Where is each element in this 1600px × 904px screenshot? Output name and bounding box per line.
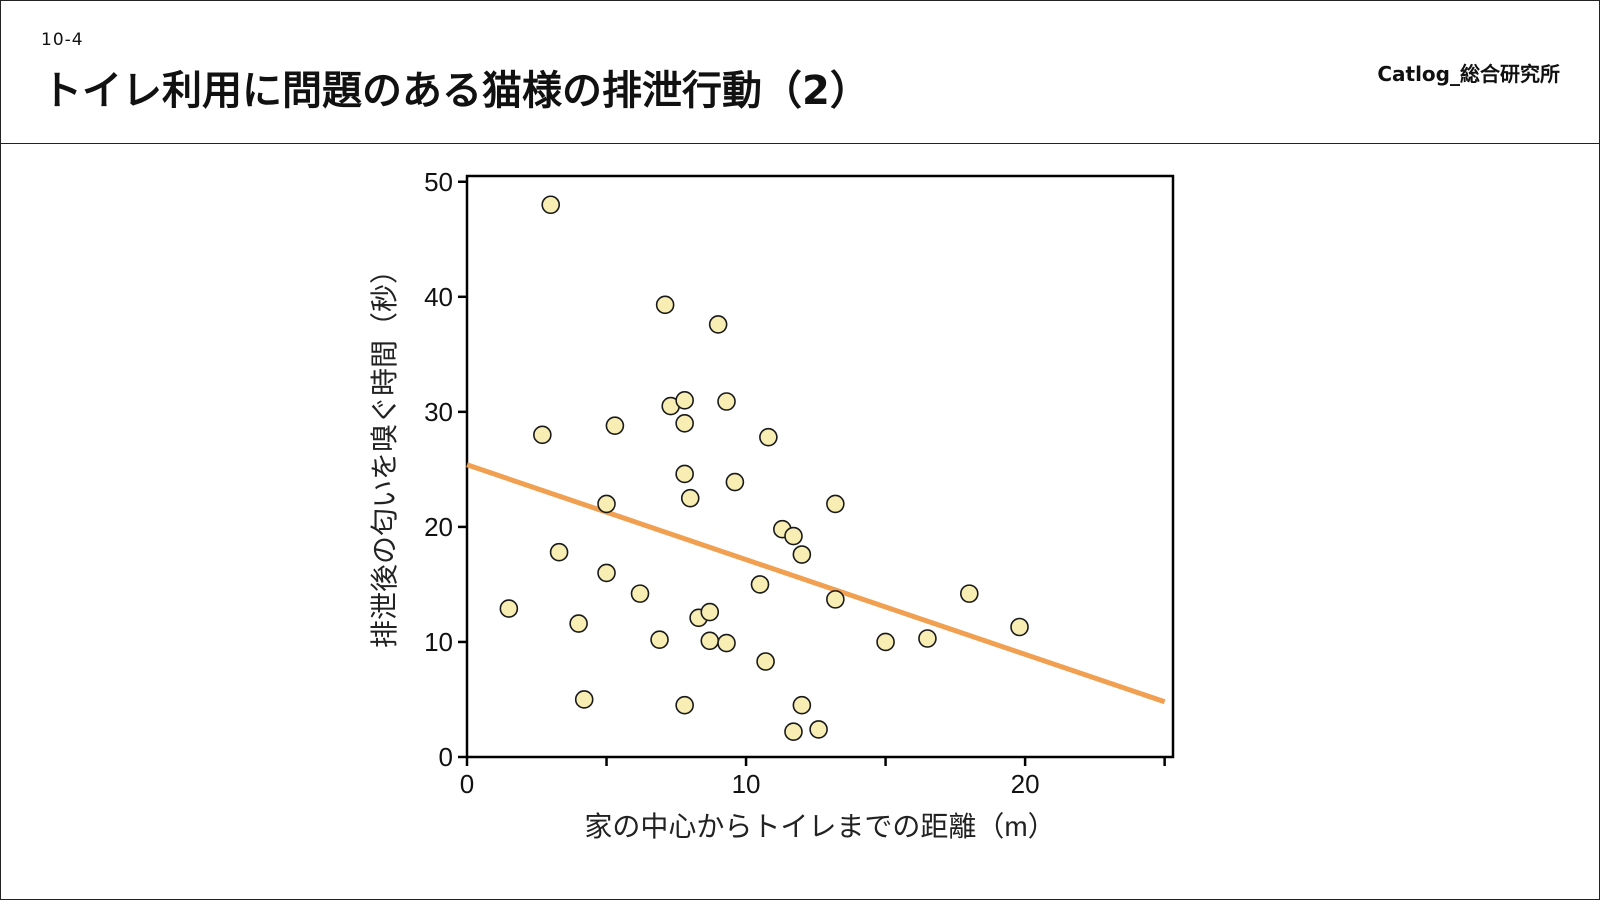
y-tick-label: 40	[424, 282, 453, 312]
x-axis-label: 家の中心からトイレまでの距離（m）	[584, 811, 1055, 842]
data-point	[597, 563, 616, 583]
header-divider	[0, 143, 1600, 144]
data-point	[792, 545, 812, 564]
data-point	[784, 526, 803, 546]
data-point	[549, 542, 569, 562]
data-point	[876, 632, 895, 652]
data-point	[541, 195, 561, 215]
data-point	[918, 629, 937, 648]
y-tick-label: 50	[424, 167, 453, 197]
data-point	[675, 414, 694, 433]
data-point	[499, 599, 519, 618]
data-point	[680, 488, 700, 508]
page-title: トイレ利用に問題のある猫様の排泄行動（2）	[42, 68, 870, 114]
data-point	[630, 584, 650, 603]
data-point	[605, 416, 625, 435]
data-point	[717, 633, 736, 653]
data-point	[533, 425, 552, 445]
chart-marks: 0 10 20 30 40 50 0 10 20	[424, 167, 1166, 799]
y-tick-label: 30	[424, 397, 453, 427]
data-point	[675, 464, 694, 484]
x-tick-label: 20	[1011, 769, 1040, 799]
data-point	[597, 494, 616, 514]
data-point	[792, 695, 812, 715]
data-point	[700, 602, 720, 622]
y-tick-label: 20	[424, 512, 453, 542]
y-tick-label: 0	[439, 742, 453, 772]
data-point	[959, 584, 979, 603]
data-point	[756, 652, 775, 671]
data-point	[725, 472, 745, 492]
data-point	[675, 391, 694, 410]
y-tick-label: 10	[424, 627, 453, 657]
data-point	[826, 494, 845, 514]
data-point	[717, 392, 736, 411]
trend-line	[466, 462, 1166, 705]
data-point	[650, 630, 669, 649]
section-number: 10-4	[41, 30, 84, 50]
data-point	[750, 575, 770, 594]
data-point	[826, 590, 845, 609]
data-point	[675, 695, 694, 715]
y-axis-label: 排泄後の匂いを嗅ぐ時間（秒）	[369, 256, 400, 648]
x-tick-label: 0	[460, 769, 474, 799]
data-point	[759, 427, 778, 447]
data-point	[784, 722, 803, 741]
brand-logo: Catlog_総合研究所	[1377, 62, 1560, 86]
x-tick-label: 10	[732, 769, 761, 799]
data-point	[809, 720, 828, 739]
data-point	[655, 295, 675, 315]
data-point	[708, 315, 728, 334]
data-point	[574, 690, 594, 709]
data-point	[569, 614, 588, 633]
data-point	[1010, 617, 1029, 637]
data-point	[700, 631, 720, 651]
